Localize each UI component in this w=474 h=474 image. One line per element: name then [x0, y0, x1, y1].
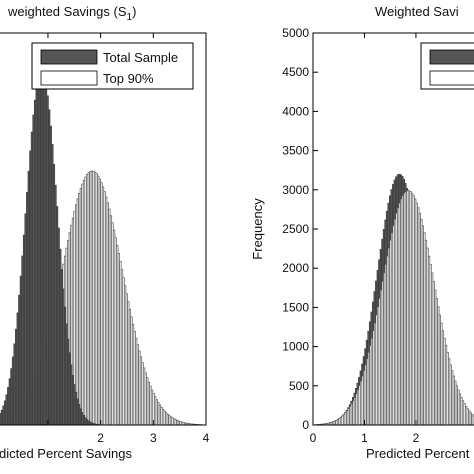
- right-legend-swatch-dark: [429, 49, 474, 65]
- legend-swatch-total-sample: [40, 49, 98, 65]
- left-x-tick-label-2: 3: [150, 431, 157, 445]
- right-x-tick-label-2: 2: [413, 431, 420, 445]
- right-legend: [420, 42, 474, 90]
- right-y-tick-label-7: 3500: [282, 144, 309, 158]
- legend-label-top-90: Top 90%: [103, 71, 154, 86]
- right-x-tick-label-0: 0: [310, 431, 317, 445]
- right-y-axis-label: Frequency: [250, 198, 265, 260]
- right-y-tick-label-5: 2500: [282, 222, 309, 236]
- left-title-close: ): [132, 4, 136, 19]
- right-y-tick-label-1: 500: [289, 379, 309, 393]
- left-x-ticks: 2 3 4: [47, 33, 210, 445]
- right-y-tick-label-0: 0: [302, 418, 309, 432]
- right-y-tick-label-3: 1500: [282, 300, 309, 314]
- left-chart-title: weighted Savings (S1): [7, 4, 136, 23]
- left-title-subscript: 1: [127, 12, 133, 23]
- right-x-tick-label-1: 1: [361, 431, 368, 445]
- right-light-bars: [315, 190, 474, 426]
- left-x-tick-label-1: 2: [97, 431, 104, 445]
- right-y-tick-label-4: 2000: [282, 261, 309, 275]
- right-y-tick-label-2: 1000: [282, 340, 309, 354]
- legend-swatch-top-90: [40, 70, 98, 86]
- left-x-axis-label: dicted Percent Savings: [0, 446, 132, 461]
- right-y-tick-label-8: 4000: [282, 104, 309, 118]
- right-chart-title: Weighted Savi: [375, 4, 459, 19]
- left-histogram-panel: weighted Savings (S1) 2 3 4 Total Sample T…: [0, 4, 210, 461]
- left-legend: Total Sample Top 90%: [31, 42, 194, 90]
- legend-label-total-sample: Total Sample: [103, 50, 178, 65]
- right-y-tick-label-6: 3000: [282, 183, 309, 197]
- left-axes-frame: [0, 32, 207, 426]
- left-x-tick-label-3: 4: [203, 431, 210, 445]
- right-y-tick-label-10: 5000: [282, 26, 309, 40]
- right-y-tick-label-9: 4500: [282, 65, 309, 79]
- right-axis-ticks: 0 1 2 0 500 1000 1500 2000 2500 3000 3500 4000 4500 5…: [282, 26, 419, 445]
- right-legend-swatch-light: [429, 70, 474, 86]
- right-x-axis-label: Predicted Percent: [366, 446, 470, 461]
- right-histogram-panel: Weighted Savi 0 1 2 0 500 1000 1500 2000 2500 300…: [250, 4, 474, 461]
